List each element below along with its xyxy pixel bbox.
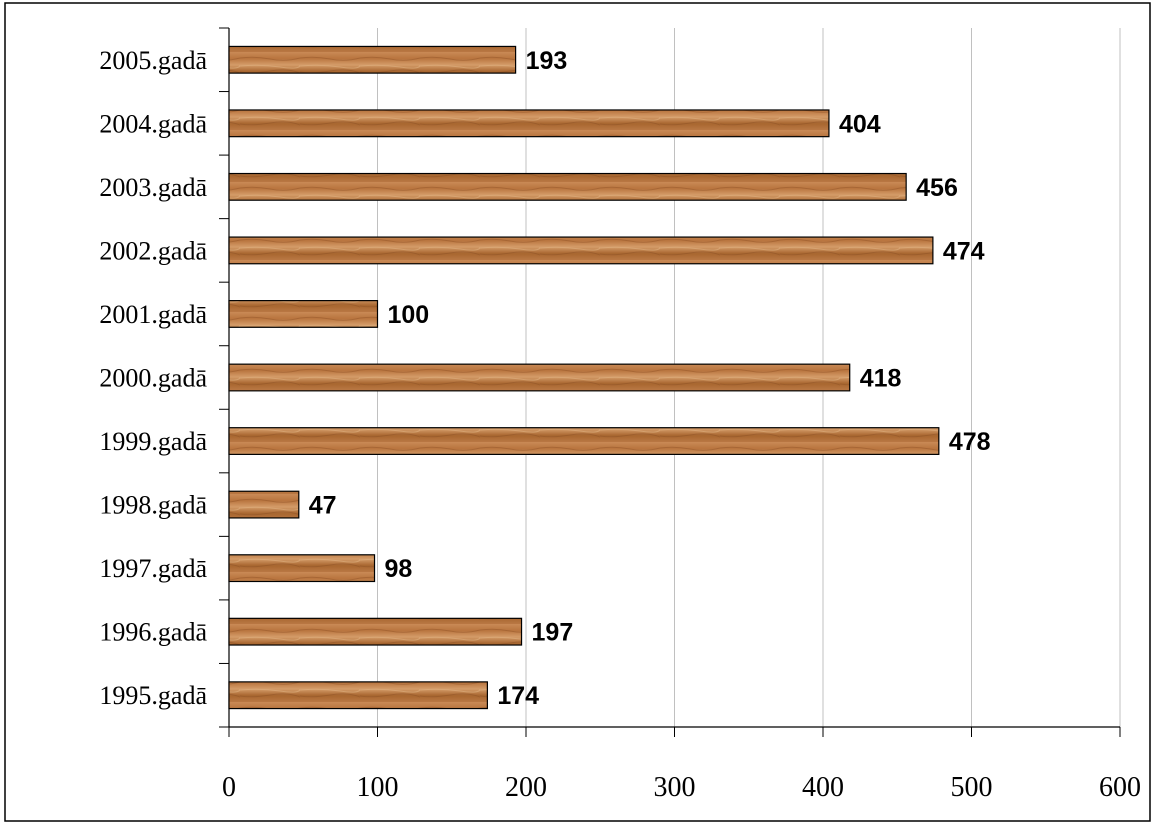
data-label: 174 xyxy=(497,682,539,710)
bar xyxy=(228,427,940,455)
x-tick-label: 0 xyxy=(222,772,236,803)
category-label: 2001.gadā xyxy=(99,300,207,329)
data-label: 474 xyxy=(943,237,985,265)
category-label: 1995.gadā xyxy=(99,681,207,710)
data-label: 404 xyxy=(839,110,881,138)
data-label: 418 xyxy=(860,365,902,393)
outer-border xyxy=(4,2,1151,822)
x-tick-label: 600 xyxy=(1099,772,1141,803)
x-tick-label: 200 xyxy=(505,772,547,803)
category-label: 1999.gadā xyxy=(99,427,207,456)
gridlines xyxy=(377,28,1121,727)
bar xyxy=(228,554,376,583)
bar xyxy=(228,109,830,138)
bar xyxy=(228,617,523,646)
data-label: 456 xyxy=(916,174,958,202)
category-label: 1998.gadā xyxy=(99,491,207,520)
category-label: 1996.gadā xyxy=(99,618,207,647)
x-tick-label: 500 xyxy=(951,772,993,803)
data-label: 193 xyxy=(526,47,568,75)
data-label: 98 xyxy=(385,555,413,583)
category-label: 2002.gadā xyxy=(99,236,207,265)
x-tick-label: 400 xyxy=(802,772,844,803)
category-label: 2000.gadā xyxy=(99,364,207,393)
category-label: 2004.gadā xyxy=(99,109,207,138)
category-label: 1997.gadā xyxy=(99,554,207,583)
bar xyxy=(228,236,934,265)
x-tick-label: 300 xyxy=(654,772,696,803)
bar xyxy=(228,300,379,328)
bars xyxy=(228,45,940,710)
data-label: 100 xyxy=(388,301,430,329)
bar xyxy=(228,490,300,519)
category-label: 2005.gadā xyxy=(99,46,207,75)
labels: 0 100 200 300 400 500 600 2005.gadā 193 2004.gadā… xyxy=(99,46,1141,803)
bar xyxy=(228,45,517,74)
x-tick-label: 100 xyxy=(357,772,399,803)
bar xyxy=(228,681,488,710)
bar xyxy=(228,172,907,201)
bar xyxy=(228,363,851,392)
data-label: 47 xyxy=(309,492,337,520)
category-label: 2003.gadā xyxy=(99,173,207,202)
data-label: 197 xyxy=(532,619,574,647)
data-label: 478 xyxy=(949,428,991,456)
